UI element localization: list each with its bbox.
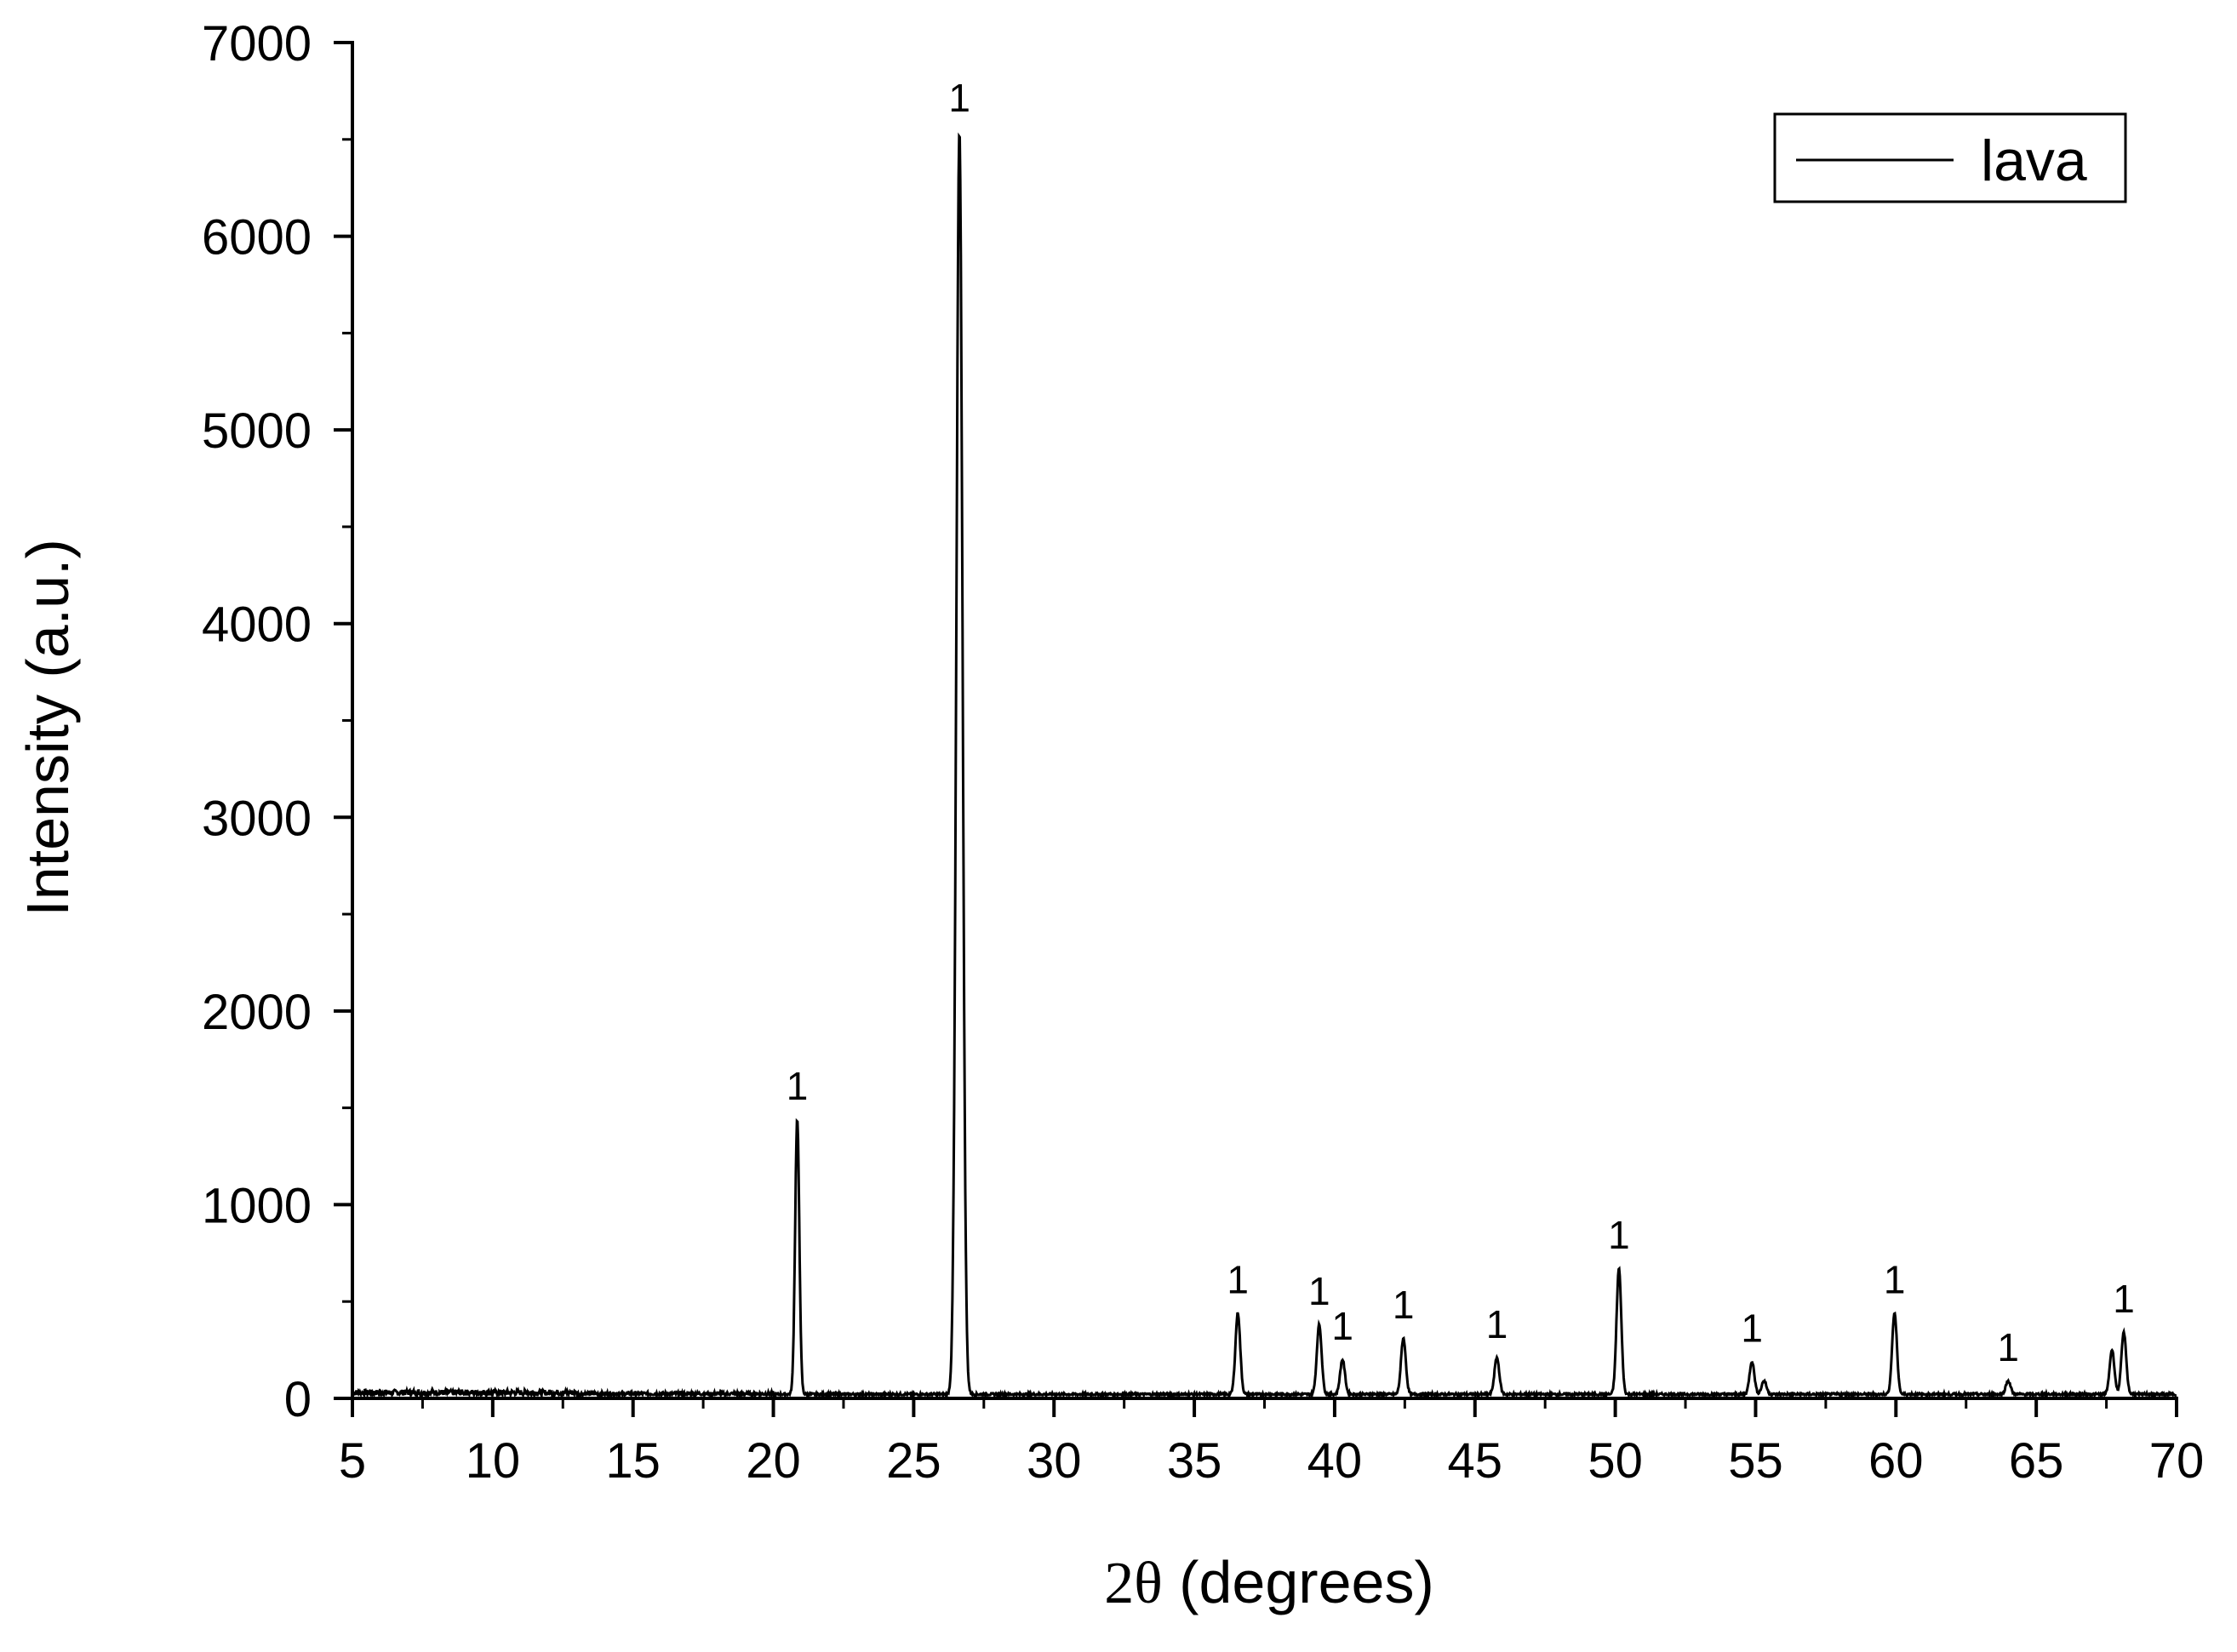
x-tick-label-25: 25 — [886, 1433, 941, 1489]
x-tick-label-55: 55 — [1728, 1433, 1783, 1489]
peak-label: 1 — [948, 76, 970, 120]
x-tick-label-45: 45 — [1448, 1433, 1503, 1489]
y-axis-title: Intensity (a.u.) — [14, 539, 81, 917]
legend-box — [1773, 112, 2127, 203]
peak-label: 1 — [1741, 1306, 1763, 1350]
y-tick-label-4000: 4000 — [202, 597, 312, 653]
peak-label: 1 — [1393, 1283, 1415, 1327]
x-tick-label-10: 10 — [466, 1433, 521, 1489]
x-tick-label-70: 70 — [2149, 1433, 2205, 1489]
x-axis-title-symbol: 2θ — [1104, 1551, 1163, 1616]
x-tick-label-15: 15 — [605, 1433, 661, 1489]
peak-label: 1 — [1227, 1257, 1249, 1301]
x-axis-ticks: 5 10 15 20 25 30 35 40 45 50 55 60 65 70 — [339, 1398, 2204, 1489]
peak-label: 1 — [1608, 1213, 1630, 1257]
y-tick-label-3000: 3000 — [202, 791, 312, 846]
peak-label: 1 — [1331, 1304, 1353, 1348]
peak-label: 1 — [1308, 1269, 1330, 1313]
x-axis-title: 2θ (degrees) — [1104, 1549, 1434, 1616]
x-tick-label-40: 40 — [1307, 1433, 1363, 1489]
x-tick-label-20: 20 — [746, 1433, 801, 1489]
peak-label: 1 — [1884, 1257, 1906, 1301]
peak-label: 1 — [1486, 1302, 1508, 1346]
x-tick-label-60: 60 — [1868, 1433, 1924, 1489]
x-axis-title-text: (degrees) — [1163, 1549, 1434, 1615]
x-tick-label-35: 35 — [1167, 1433, 1222, 1489]
peak-label: 1 — [1997, 1325, 2019, 1369]
y-tick-label-1000: 1000 — [202, 1178, 312, 1233]
y-tick-label-7000: 7000 — [202, 16, 312, 71]
y-tick-label-5000: 5000 — [202, 403, 312, 459]
y-tick-label-0: 0 — [284, 1372, 312, 1427]
legend-label-lava: lava — [1981, 129, 2087, 193]
x-tick-label-30: 30 — [1027, 1433, 1082, 1489]
y-tick-label-2000: 2000 — [202, 985, 312, 1040]
x-tick-label-5: 5 — [339, 1433, 366, 1489]
x-tick-label-50: 50 — [1588, 1433, 1643, 1489]
peak-label: 1 — [787, 1064, 809, 1108]
peak-label: 1 — [2113, 1277, 2135, 1321]
series-line-lava — [352, 132, 2177, 1401]
y-axis-ticks: 0 1000 2000 3000 4000 5000 6000 7000 — [202, 16, 352, 1427]
legend: lava — [1773, 112, 2127, 203]
x-tick-label-65: 65 — [2009, 1433, 2064, 1489]
y-tick-label-6000: 6000 — [202, 210, 312, 266]
